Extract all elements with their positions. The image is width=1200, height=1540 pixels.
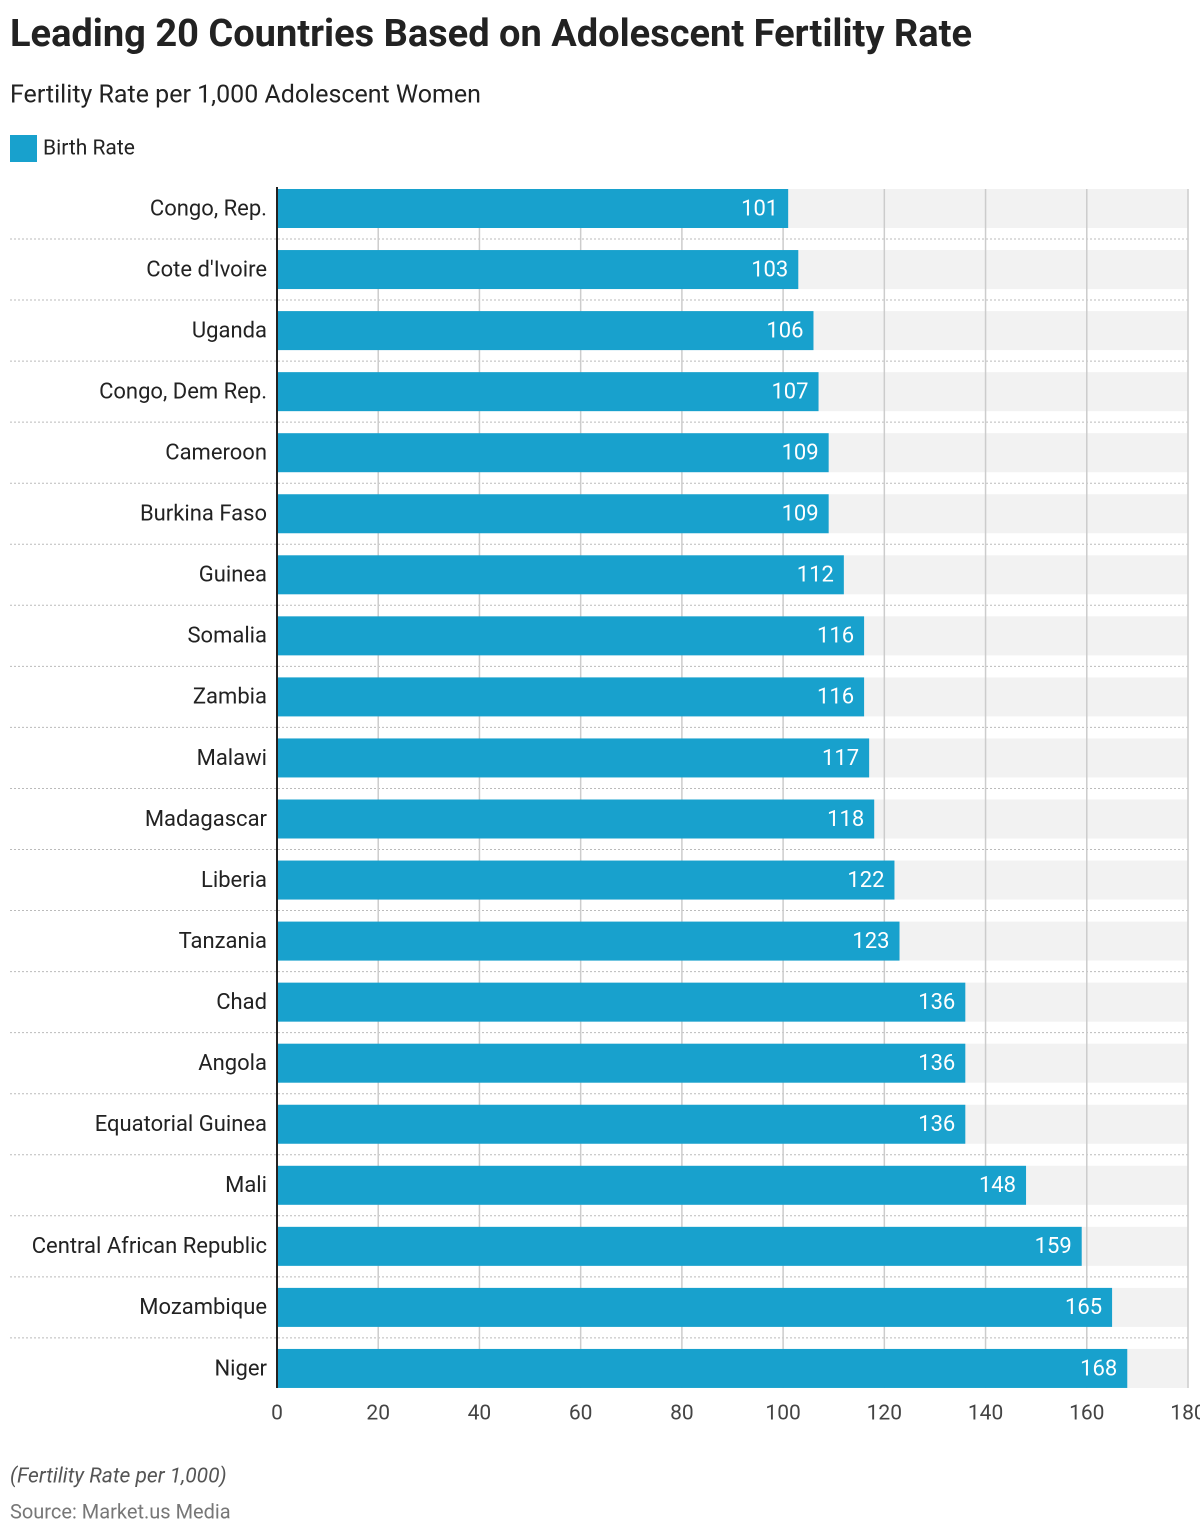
y-tick-label: Guinea bbox=[199, 563, 267, 588]
bar bbox=[277, 311, 814, 351]
value-label: 106 bbox=[766, 318, 803, 343]
y-tick-label: Somalia bbox=[187, 624, 267, 649]
bar bbox=[277, 1104, 966, 1144]
y-tick-label: Burkina Faso bbox=[140, 502, 267, 527]
bar bbox=[277, 921, 900, 961]
bar bbox=[277, 1287, 1113, 1327]
bar bbox=[277, 494, 829, 534]
chart-subtitle: Fertility Rate per 1,000 Adolescent Wome… bbox=[10, 81, 481, 110]
value-label: 116 bbox=[817, 624, 854, 649]
value-label: 148 bbox=[979, 1173, 1016, 1198]
y-tick-label: Cote d'Ivoire bbox=[146, 257, 267, 282]
legend-swatch bbox=[10, 135, 37, 162]
y-tick-label: Niger bbox=[214, 1356, 267, 1381]
bar bbox=[277, 799, 875, 839]
value-label: 107 bbox=[771, 379, 808, 404]
value-label: 136 bbox=[918, 1051, 955, 1076]
x-tick-label: 40 bbox=[468, 1402, 492, 1426]
value-label: 116 bbox=[817, 685, 854, 710]
y-tick-label: Liberia bbox=[201, 868, 267, 893]
bar bbox=[277, 372, 819, 412]
x-tick-label: 180 bbox=[1170, 1402, 1200, 1426]
x-tick-label: 80 bbox=[670, 1402, 694, 1426]
y-tick-label: Cameroon bbox=[165, 441, 267, 466]
x-tick-label: 140 bbox=[968, 1402, 1003, 1426]
x-tick-label: 100 bbox=[765, 1402, 800, 1426]
footnote: (Fertility Rate per 1,000) bbox=[10, 1465, 227, 1489]
bar bbox=[277, 982, 966, 1022]
value-label: 168 bbox=[1080, 1356, 1117, 1381]
x-tick-label: 0 bbox=[271, 1402, 283, 1426]
bar bbox=[277, 433, 829, 473]
y-tick-label: Tanzania bbox=[179, 929, 267, 954]
y-tick-label: Congo, Rep. bbox=[150, 196, 267, 221]
bar bbox=[277, 189, 789, 228]
bar bbox=[277, 860, 895, 900]
bar bbox=[277, 616, 865, 656]
value-label: 122 bbox=[847, 868, 884, 893]
value-label: 159 bbox=[1035, 1234, 1072, 1259]
y-tick-label: Central African Republic bbox=[32, 1234, 267, 1259]
x-tick-label: 120 bbox=[867, 1402, 902, 1426]
y-tick-label: Angola bbox=[198, 1051, 267, 1076]
y-tick-label: Mozambique bbox=[139, 1295, 267, 1320]
value-label: 136 bbox=[918, 1112, 955, 1137]
value-label: 136 bbox=[918, 990, 955, 1015]
bar bbox=[277, 1165, 1027, 1205]
bar bbox=[277, 738, 870, 778]
y-tick-label: Madagascar bbox=[145, 807, 268, 832]
bar bbox=[277, 250, 799, 290]
bar bbox=[277, 1043, 966, 1083]
y-tick-label: Zambia bbox=[193, 685, 267, 710]
value-label: 112 bbox=[797, 563, 834, 588]
source: Source: Market.us Media bbox=[10, 1499, 231, 1523]
y-tick-label: Uganda bbox=[192, 318, 267, 343]
bar bbox=[277, 677, 865, 717]
value-label: 101 bbox=[741, 196, 778, 221]
bar bbox=[277, 555, 844, 595]
value-label: 109 bbox=[782, 441, 819, 466]
value-label: 118 bbox=[827, 807, 864, 832]
value-label: 117 bbox=[822, 746, 859, 771]
y-tick-label: Mali bbox=[225, 1173, 267, 1198]
value-label: 103 bbox=[751, 257, 788, 282]
bar bbox=[277, 1348, 1128, 1388]
chart-title: Leading 20 Countries Based on Adolescent… bbox=[10, 12, 972, 56]
bar bbox=[277, 1226, 1082, 1266]
y-tick-label: Malawi bbox=[197, 746, 267, 771]
x-tick-label: 60 bbox=[569, 1402, 593, 1426]
y-tick-label: Equatorial Guinea bbox=[95, 1112, 267, 1137]
value-label: 165 bbox=[1065, 1295, 1102, 1320]
value-label: 123 bbox=[852, 929, 889, 954]
legend-label: Birth Rate bbox=[43, 137, 135, 161]
x-tick-label: 20 bbox=[366, 1402, 390, 1426]
y-tick-label: Congo, Dem Rep. bbox=[99, 379, 267, 404]
y-tick-label: Chad bbox=[216, 990, 267, 1015]
value-label: 109 bbox=[782, 502, 819, 527]
x-tick-label: 160 bbox=[1069, 1402, 1104, 1426]
